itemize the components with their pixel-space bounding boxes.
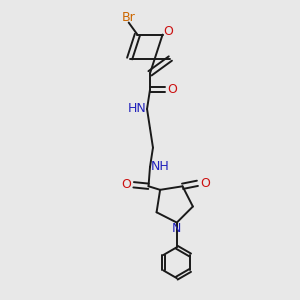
Text: NH: NH [151,160,170,173]
Text: HN: HN [128,103,147,116]
Text: O: O [121,178,131,191]
Text: Br: Br [122,11,136,24]
Text: O: O [200,177,210,190]
Text: O: O [163,25,173,38]
Text: O: O [167,83,177,96]
Text: N: N [172,222,182,235]
